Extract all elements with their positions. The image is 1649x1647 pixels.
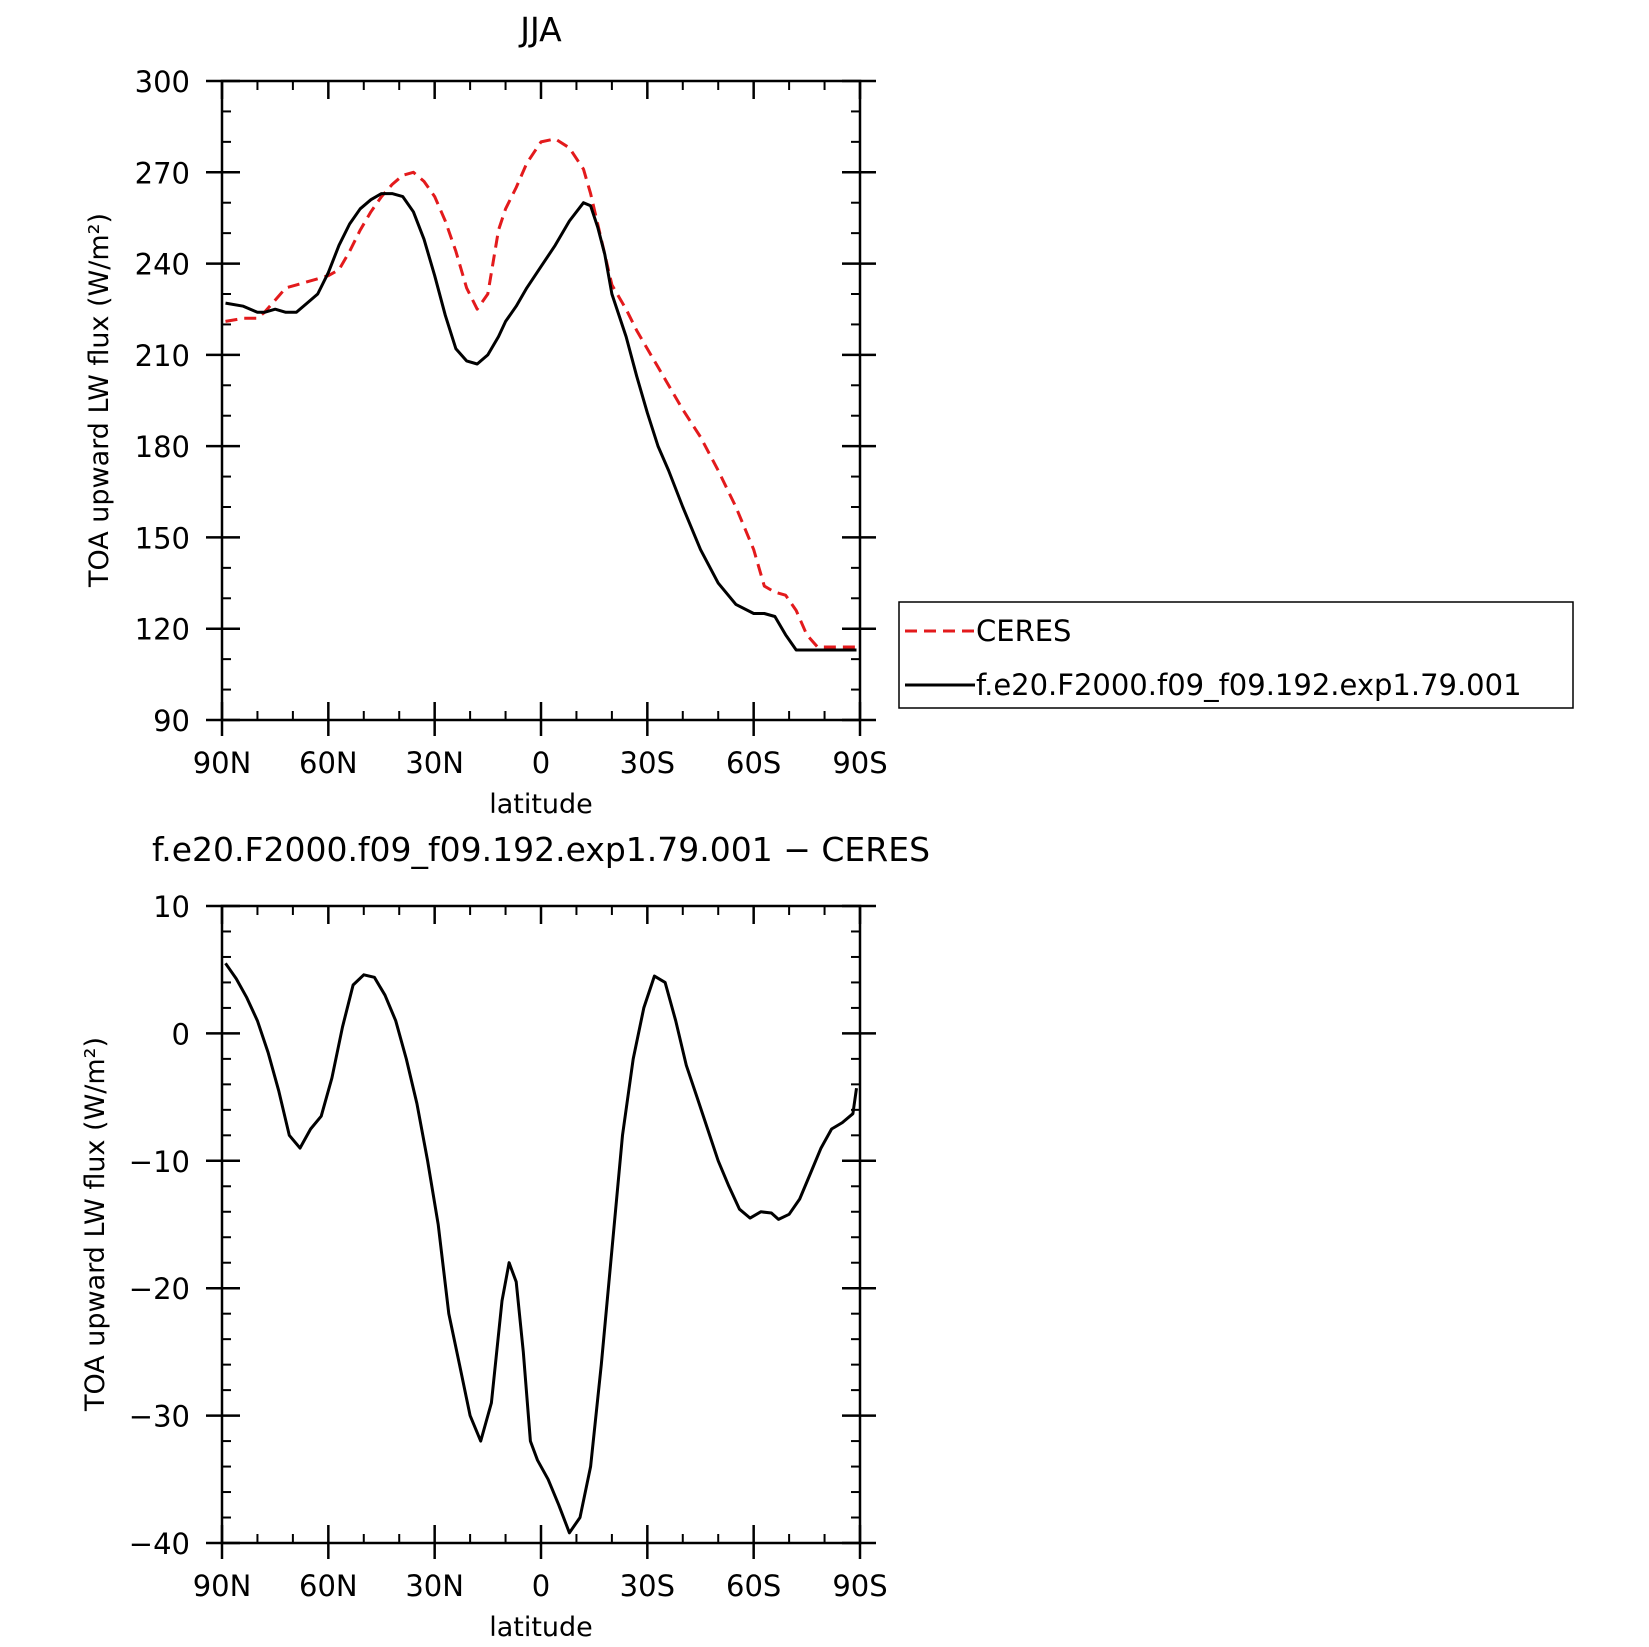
y-tick-label: 90: [153, 704, 190, 738]
legend-label-ceres: CERES: [976, 614, 1071, 648]
y-axis-title: TOA upward LW flux (W/m²): [80, 1037, 111, 1412]
series-line-0: [225, 137, 857, 649]
y-tick-label: −30: [129, 1400, 190, 1434]
y-axis-title: TOA upward LW flux (W/m²): [84, 213, 115, 588]
x-tick-label: 90N: [193, 746, 252, 780]
legend-box: [898, 601, 1574, 709]
series-line-1: [225, 192, 857, 652]
y-tick-label: 0: [172, 1017, 190, 1051]
x-tick-label: 90S: [832, 1569, 887, 1603]
plot-frame: [220, 904, 862, 1545]
panel-jja-comparison: JJA 90N 60N 30N 0 30S 60S 90S 90 120 150 180 210 24…: [84, 10, 1574, 820]
x-tick-label: 30S: [620, 1569, 675, 1603]
legend: CERES f.e20.F2000.f09_f09.192.exp1.79.00…: [898, 601, 1574, 709]
x-tick-label: 60N: [299, 1569, 358, 1603]
y-tick-label: 300: [135, 65, 190, 99]
x-tick-label: 0: [532, 1569, 550, 1603]
y-tick-label: 150: [135, 521, 190, 555]
y-tick-label: −10: [129, 1145, 190, 1179]
x-axis-title: latitude: [489, 789, 593, 820]
x-tick-label: 30S: [620, 746, 675, 780]
plot-series: [225, 137, 857, 652]
x-tick-label: 60S: [726, 1569, 781, 1603]
y-axis-ticks: −40 −30 −20 −10 0 10: [129, 890, 876, 1561]
plot-series: [224, 962, 858, 1535]
y-tick-label: 10: [153, 890, 190, 924]
y-tick-label: 240: [135, 248, 190, 282]
x-tick-label: 60S: [726, 746, 781, 780]
series-line-0: [224, 962, 858, 1535]
y-tick-label: 180: [135, 430, 190, 464]
y-axis-ticks: 90 120 150 180 210 240 270 300: [135, 65, 876, 738]
x-tick-label: 90S: [832, 746, 887, 780]
plot-frame: [220, 79, 862, 722]
legend-label-model: f.e20.F2000.f09_f09.192.exp1.79.001: [976, 668, 1522, 702]
y-tick-label: −40: [129, 1527, 190, 1561]
x-tick-label: 30N: [405, 1569, 464, 1603]
x-tick-label: 60N: [299, 746, 358, 780]
y-tick-label: 210: [135, 339, 190, 373]
y-tick-label: −20: [129, 1272, 190, 1306]
y-tick-label: 120: [135, 613, 190, 647]
y-tick-label: 270: [135, 156, 190, 190]
x-axis-ticks: 90N 60N 30N 0 30S 60S 90S: [193, 81, 888, 780]
panel-difference: f.e20.F2000.f09_f09.192.exp1.79.001 − CE…: [80, 830, 930, 1643]
x-tick-label: 30N: [405, 746, 464, 780]
x-tick-label: 0: [532, 746, 550, 780]
x-tick-label: 90N: [193, 1569, 252, 1603]
x-axis-title: latitude: [489, 1612, 593, 1643]
x-axis-ticks: 90N 60N 30N 0 30S 60S 90S: [193, 906, 888, 1603]
panel-2-title: f.e20.F2000.f09_f09.192.exp1.79.001 − CE…: [152, 830, 930, 869]
panel-1-title: JJA: [518, 10, 562, 49]
